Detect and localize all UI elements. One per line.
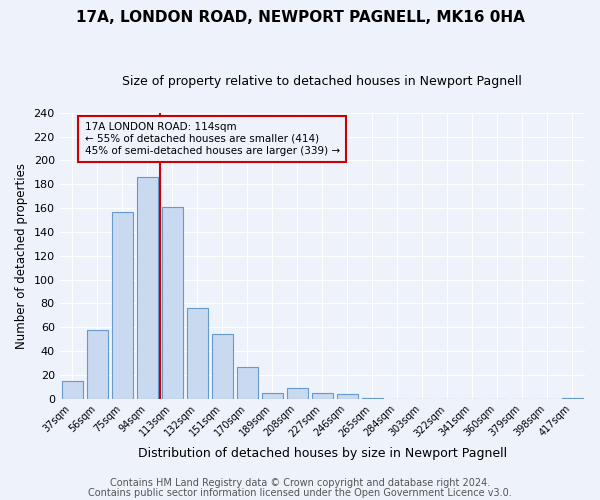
Bar (212, 334, 233, 399)
Bar (86, 330, 108, 399)
Bar (262, 393, 283, 399)
Text: 17A LONDON ROAD: 114sqm
← 55% of detached houses are smaller (414)
45% of semi-d: 17A LONDON ROAD: 114sqm ← 55% of detache… (85, 122, 340, 156)
Bar (62, 381, 83, 399)
Bar (112, 212, 133, 399)
Bar (137, 177, 158, 399)
Text: 17A, LONDON ROAD, NEWPORT PAGNELL, MK16 0HA: 17A, LONDON ROAD, NEWPORT PAGNELL, MK16 … (76, 10, 524, 25)
Bar (362, 398, 383, 399)
Bar (337, 394, 358, 399)
Bar (312, 393, 333, 399)
Text: Contains HM Land Registry data © Crown copyright and database right 2024.: Contains HM Land Registry data © Crown c… (110, 478, 490, 488)
Bar (236, 366, 258, 399)
Bar (287, 388, 308, 399)
Bar (187, 308, 208, 399)
Title: Size of property relative to detached houses in Newport Pagnell: Size of property relative to detached ho… (122, 75, 522, 88)
Bar (161, 207, 183, 399)
Bar (562, 398, 583, 399)
Text: Contains public sector information licensed under the Open Government Licence v3: Contains public sector information licen… (88, 488, 512, 498)
X-axis label: Distribution of detached houses by size in Newport Pagnell: Distribution of detached houses by size … (138, 447, 507, 460)
Y-axis label: Number of detached properties: Number of detached properties (15, 163, 28, 349)
